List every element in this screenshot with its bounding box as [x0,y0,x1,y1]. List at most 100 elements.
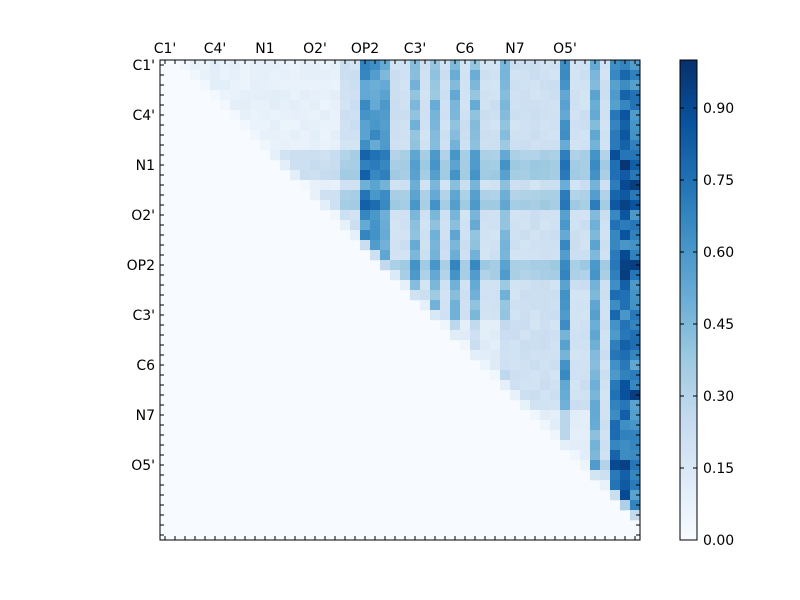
heatmap-cell [620,450,631,461]
heatmap-cell [500,110,511,121]
heatmap-cell [550,230,561,241]
heatmap-cell [460,60,471,71]
heatmap-cell [520,120,531,131]
heatmap-cell [210,90,221,101]
heatmap-cell [530,110,541,121]
heatmap-cell [450,100,461,111]
heatmap-cell [500,150,511,161]
heatmap-cell [530,130,541,141]
heatmap-cell [530,180,541,191]
heatmap-cell [490,210,501,221]
heatmap-cell [610,110,621,121]
heatmap-cell [430,250,441,261]
heatmap-cell [490,190,501,201]
heatmap-cell [370,170,381,181]
heatmap-cell [390,260,401,271]
heatmap-cell [230,100,241,111]
heatmap-cell [290,120,301,131]
heatmap-cell [490,120,501,131]
heatmap-cell [580,400,591,411]
heatmap-cell [620,260,631,271]
heatmap-cell [390,240,401,251]
heatmap-cell [570,350,581,361]
heatmap-cell [510,110,521,121]
heatmap-cell [600,150,611,161]
heatmap-cell [320,200,331,211]
heatmap-cell [600,420,611,431]
heatmap-cell [520,150,531,161]
heatmap-cell [580,440,591,451]
heatmap-cell [230,110,241,121]
heatmap-cell [540,350,551,361]
heatmap-cell [580,340,591,351]
heatmap-cell [580,450,591,461]
heatmap-cell [480,130,491,141]
heatmap-cell [300,120,311,131]
heatmap-cell [470,140,481,151]
heatmap-cell [490,280,501,291]
heatmap-cell [600,80,611,91]
heatmap-cell [450,130,461,141]
heatmap-cell [550,200,561,211]
heatmap-cell [520,170,531,181]
heatmap-cell [440,130,451,141]
heatmap-cell [390,80,401,91]
heatmap-cell [620,170,631,181]
heatmap-cell [530,80,541,91]
heatmap-cell [620,210,631,221]
heatmap-cell [480,120,491,131]
heatmap-cell [590,260,601,271]
heatmap-cell [600,440,611,451]
heatmap-cell [580,250,591,261]
heatmap-cell [460,140,471,151]
heatmap-cell [440,190,451,201]
heatmap-cell [550,120,561,131]
heatmap-cell [420,100,431,111]
heatmap-cell [560,350,571,361]
heatmap-cell [560,70,571,81]
heatmap-cell [340,210,351,221]
heatmap-cell [450,310,461,321]
heatmap-cell [540,80,551,91]
heatmap-cell [460,270,471,281]
heatmap-cell [520,320,531,331]
heatmap-cell [410,250,421,261]
heatmap-cell [620,250,631,261]
heatmap-cell [360,120,371,131]
heatmap-cell [400,160,411,171]
heatmap-cell [600,70,611,81]
heatmap-cell [380,180,391,191]
heatmap-cell [410,100,421,111]
heatmap-cell [470,190,481,201]
heatmap-cell [400,110,411,121]
heatmap-cell [620,200,631,211]
heatmap-cell [280,150,291,161]
heatmap-cell [560,420,571,431]
heatmap-cell [570,330,581,341]
heatmap-cell [410,260,421,271]
heatmap-cell [610,430,621,441]
heatmap-cell [500,250,511,261]
heatmap-cell [630,70,641,81]
heatmap-cell [460,310,471,321]
heatmap-cell [480,100,491,111]
heatmap-cell [490,80,501,91]
heatmap-cell [270,60,281,71]
plot-frame [159,59,641,541]
heatmap-cell [560,360,571,371]
heatmap-cell [450,330,461,341]
heatmap-cell [330,120,341,131]
heatmap-cell [310,140,321,151]
heatmap-cell [350,220,361,231]
heatmap-cell [370,70,381,81]
heatmap-cell [610,390,621,401]
heatmap-cell [510,340,521,351]
heatmap-cell [590,450,601,461]
heatmap-cell [410,120,421,131]
heatmap-cell [490,220,501,231]
heatmap-cell [510,90,521,101]
heatmap-cell [540,220,551,231]
heatmap-cell [520,370,531,381]
heatmap-cell [400,170,411,181]
heatmap-cell [610,290,621,301]
